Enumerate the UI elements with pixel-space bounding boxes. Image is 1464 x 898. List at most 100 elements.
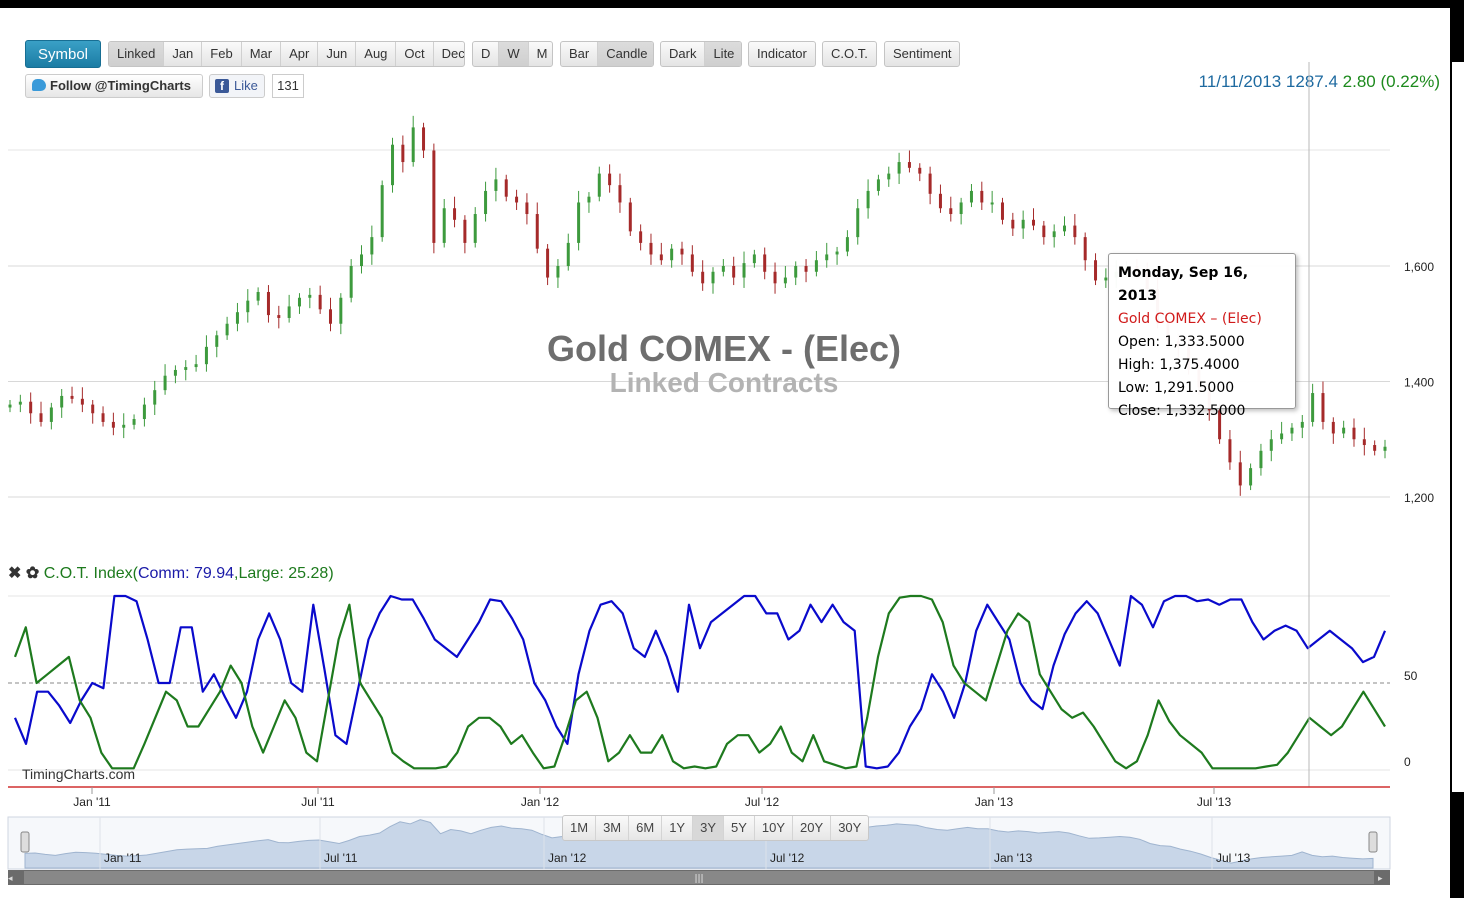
cot-series-comm: [13, 594, 1387, 770]
indicator-button[interactable]: Indicator: [757, 46, 807, 61]
candle-body: [29, 401, 33, 414]
x-tick-label: Jul '11: [301, 795, 335, 809]
cot-y-tick-label: 50: [1404, 669, 1418, 683]
candle-body: [1031, 219, 1035, 226]
indicator-header: ✖ ✿ C.O.T. Index(Comm: 79.94,Large: 25.2…: [8, 563, 334, 583]
cot-button[interactable]: C.O.T.: [831, 46, 868, 61]
candle-body: [411, 127, 415, 163]
candle-body: [246, 300, 250, 313]
month-jun-button[interactable]: Jun: [318, 42, 357, 66]
style-bar-button[interactable]: Bar: [561, 42, 599, 66]
candle-body: [556, 266, 560, 278]
candle-body: [835, 251, 839, 255]
indicator-group: Indicator: [748, 41, 816, 67]
candle-body: [80, 398, 84, 405]
candle-body: [1104, 277, 1108, 281]
navigator-right-handle: [1368, 831, 1378, 853]
candle-body: [442, 208, 446, 243]
quote-date-price: 11/11/2013 1287.4: [1198, 72, 1338, 91]
month-aug-button[interactable]: Aug: [356, 42, 397, 66]
indicator-separator: ,: [234, 565, 239, 582]
candle-body: [938, 193, 942, 209]
month-apr-button[interactable]: Apr: [281, 42, 319, 66]
month-group: Linked Jan Feb Mar Apr Jun Aug Oct Dec: [108, 41, 465, 67]
like-label: Like: [234, 78, 258, 93]
candle-body: [566, 242, 570, 266]
range-6m-button[interactable]: 6M: [629, 816, 663, 840]
range-3y-button[interactable]: 3Y: [693, 816, 724, 840]
tooltip-open: Open: 1,333.5000: [1118, 334, 1245, 350]
theme-lite-button[interactable]: Lite: [705, 42, 741, 66]
candle-body: [1021, 219, 1025, 229]
range-1m-button[interactable]: 1M: [563, 816, 597, 840]
candle-body: [8, 404, 12, 408]
tooltip-close: Close: 1,332.5000: [1118, 403, 1246, 419]
candle-body: [845, 237, 849, 252]
navigator-scrollbar-thumb: [24, 871, 1374, 884]
period-m-button[interactable]: M: [536, 46, 548, 61]
tooltip-high: High: 1,375.4000: [1118, 357, 1240, 373]
candle-body: [649, 242, 653, 255]
navigator-tick-label: Jul '13: [1216, 851, 1251, 865]
candle-body: [701, 271, 705, 284]
indicator-title: C.O.T. Index(: [43, 565, 138, 582]
range-1y-button[interactable]: 1Y: [662, 816, 694, 840]
candle-body: [1083, 237, 1087, 261]
range-3m-button[interactable]: 3M: [596, 816, 630, 840]
candle-body: [618, 185, 622, 203]
month-jan-button[interactable]: Jan: [164, 42, 203, 66]
range-10y-button[interactable]: 10Y: [755, 816, 794, 840]
month-feb-button[interactable]: Feb: [202, 42, 242, 66]
candle-body: [866, 190, 870, 209]
candle-body: [328, 309, 332, 324]
sentiment-button[interactable]: Sentiment: [893, 46, 952, 61]
month-linked-button[interactable]: Linked: [109, 42, 165, 66]
candle-body: [432, 150, 436, 243]
period-w-button[interactable]: W: [499, 42, 529, 66]
price-tooltip: Monday, Sep 16, 2013 Gold COMEX – (Elec)…: [1108, 253, 1296, 419]
candle-body: [1290, 427, 1294, 434]
gear-icon[interactable]: ✿: [25, 565, 40, 582]
candle-body: [597, 173, 601, 197]
facebook-like-button[interactable]: f Like: [209, 74, 265, 98]
candle-body: [969, 190, 973, 203]
candle-body: [101, 413, 105, 422]
candle-body: [266, 291, 270, 316]
candle-body: [659, 254, 663, 261]
month-dec-button[interactable]: Dec: [441, 46, 465, 61]
theme-dark-button[interactable]: Dark: [661, 42, 706, 66]
candle-body: [277, 315, 281, 318]
close-icon[interactable]: ✖: [8, 565, 22, 582]
tooltip-name: Gold COMEX – (Elec): [1118, 311, 1262, 327]
last-quote: 11/11/2013 1287.4 2.80 (0.22%): [1100, 72, 1440, 92]
candle-body: [577, 202, 581, 243]
range-20y-button[interactable]: 20Y: [793, 816, 832, 840]
indicator-large-value: Large: 25.28): [238, 565, 334, 582]
candle-body: [515, 196, 519, 203]
period-d-button[interactable]: D: [473, 42, 500, 66]
x-tick-label: Jan '13: [975, 795, 1014, 809]
candle-body: [287, 306, 291, 318]
range-30y-button[interactable]: 30Y: [838, 820, 862, 835]
month-oct-button[interactable]: Oct: [396, 42, 434, 66]
chart-title-watermark: Gold COMEX - (Elec): [546, 328, 902, 369]
month-mar-button[interactable]: Mar: [242, 42, 282, 66]
candle-body: [825, 254, 829, 261]
candle-body: [670, 248, 674, 261]
candle-body: [1259, 450, 1263, 469]
candle-body: [297, 297, 301, 307]
candle-body: [204, 346, 208, 365]
navigator-tick-label: Jul '11: [324, 851, 358, 865]
range-5y-button[interactable]: 5Y: [724, 816, 755, 840]
x-tick-label: Jan '12: [521, 795, 560, 809]
twitter-follow-button[interactable]: Follow @TimingCharts: [25, 74, 203, 98]
candle-body: [1331, 421, 1335, 434]
candle-body: [1094, 260, 1098, 281]
style-group: Bar Candle: [560, 41, 654, 67]
facebook-icon: f: [215, 79, 229, 93]
candle-body: [484, 190, 488, 215]
symbol-button[interactable]: Symbol: [25, 40, 101, 68]
scrollbar-grip-icon: |||: [694, 874, 703, 884]
style-candle-button[interactable]: Candle: [598, 42, 653, 66]
